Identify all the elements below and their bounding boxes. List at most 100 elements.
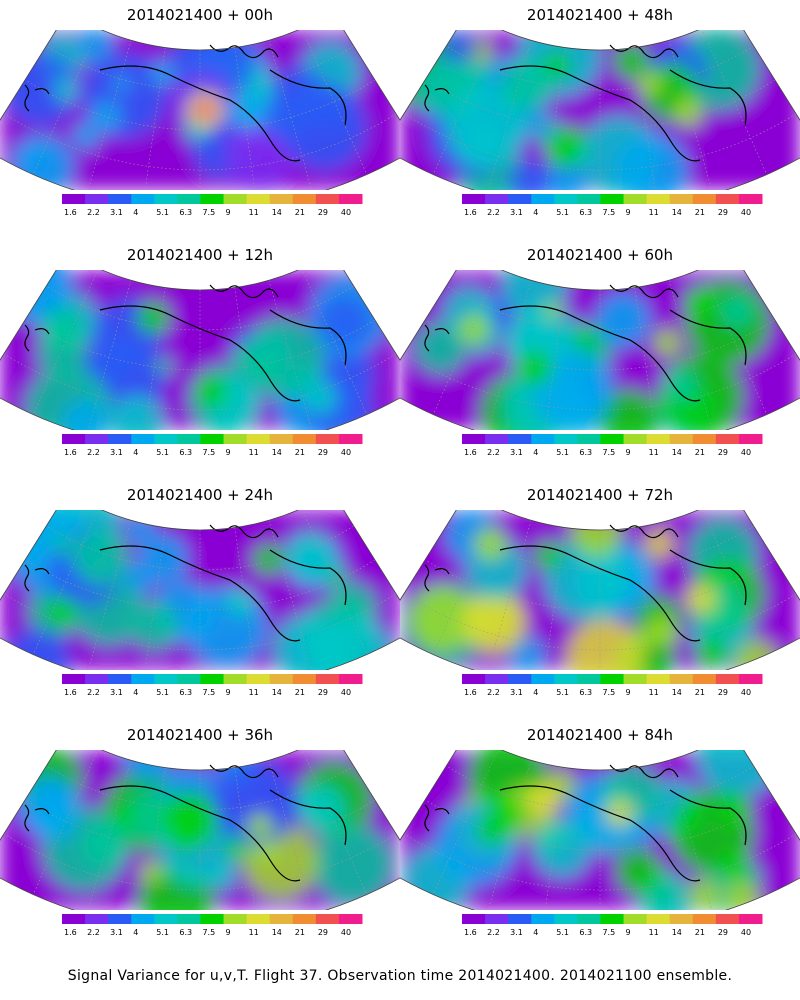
colorbar-label: 4 bbox=[133, 928, 138, 937]
colorbar-label: 3.1 bbox=[110, 688, 123, 697]
colorbar-label: 3.1 bbox=[110, 448, 123, 457]
colorbar-label: 11 bbox=[649, 208, 659, 217]
colorbar-label: 9 bbox=[626, 208, 631, 217]
colorbar-label: 9 bbox=[226, 208, 231, 217]
forecast-panel-12h: 2014021400 + 12h 1.6 2.2 3.1 4 5.1 6.3 7.5 9 11 14… bbox=[0, 240, 400, 480]
colorbar-label: 29 bbox=[718, 208, 728, 217]
colorbar-swatch bbox=[338, 914, 363, 924]
colorbar-label: 4 bbox=[533, 688, 538, 697]
colorbar-label: 5.1 bbox=[556, 208, 569, 217]
colorbar-swatch bbox=[669, 674, 694, 684]
colorbar-label: 7.5 bbox=[202, 688, 215, 697]
colorbar-label: 5.1 bbox=[156, 208, 169, 217]
colorbar-label: 4 bbox=[533, 928, 538, 937]
colorbar-swatch bbox=[692, 914, 717, 924]
panel-title: 2014021400 + 60h bbox=[526, 246, 674, 264]
colorbar-label: 21 bbox=[295, 688, 305, 697]
variance-map bbox=[0, 270, 400, 430]
colorbar-label: 9 bbox=[226, 928, 231, 937]
colorbar-swatch bbox=[62, 914, 86, 924]
colorbar-label: 21 bbox=[295, 448, 305, 457]
colorbar: 1.6 2.2 3.1 4 5.1 6.3 7.5 9 11 14 21 29 40 bbox=[462, 434, 763, 457]
variance-map bbox=[400, 270, 800, 430]
colorbar-label: 1.6 bbox=[64, 928, 77, 937]
variance-field bbox=[0, 30, 400, 190]
colorbar-swatch bbox=[531, 914, 555, 924]
colorbar-swatch bbox=[246, 194, 271, 204]
colorbar-swatch bbox=[338, 434, 363, 444]
colorbar-swatch bbox=[715, 434, 740, 444]
colorbar-swatch bbox=[531, 434, 555, 444]
colorbar-swatch bbox=[200, 194, 225, 204]
colorbar-label: 6.3 bbox=[179, 688, 192, 697]
colorbar-label: 2.2 bbox=[87, 208, 100, 217]
colorbar-label: 5.1 bbox=[556, 448, 569, 457]
colorbar-swatch bbox=[223, 674, 248, 684]
coastline bbox=[424, 524, 747, 642]
colorbar-label: 14 bbox=[672, 448, 682, 457]
colorbar-swatch bbox=[315, 194, 340, 204]
coastline bbox=[424, 44, 747, 162]
colorbar-swatch bbox=[223, 434, 248, 444]
colorbar-label: 9 bbox=[626, 448, 631, 457]
colorbar-swatch bbox=[485, 434, 509, 444]
colorbar-label: 2.2 bbox=[87, 688, 100, 697]
colorbar-swatch bbox=[85, 674, 109, 684]
panel-title: 2014021400 + 48h bbox=[526, 6, 674, 24]
colorbar-label: 11 bbox=[649, 928, 659, 937]
colorbar-swatch bbox=[131, 914, 155, 924]
colorbar-swatch bbox=[246, 674, 271, 684]
colorbar-swatch bbox=[292, 434, 317, 444]
colorbar-swatch bbox=[508, 434, 532, 444]
colorbar-label: 6.3 bbox=[579, 688, 592, 697]
colorbar-label: 7.5 bbox=[202, 448, 215, 457]
colorbar-label: 5.1 bbox=[556, 928, 569, 937]
colorbar-label: 14 bbox=[672, 688, 682, 697]
colorbar-swatch bbox=[315, 674, 340, 684]
colorbar-swatch bbox=[177, 914, 201, 924]
colorbar-label: 6.3 bbox=[579, 208, 592, 217]
colorbar-label: 9 bbox=[226, 448, 231, 457]
colorbar-label: 1.6 bbox=[64, 688, 77, 697]
colorbar-label: 1.6 bbox=[464, 688, 477, 697]
colorbar: 1.6 2.2 3.1 4 5.1 6.3 7.5 9 11 14 21 29 40 bbox=[462, 194, 763, 217]
colorbar-label: 3.1 bbox=[510, 928, 523, 937]
colorbar-label: 21 bbox=[695, 208, 705, 217]
colorbar-swatch bbox=[692, 194, 717, 204]
colorbar-label: 4 bbox=[533, 208, 538, 217]
colorbar-label: 40 bbox=[741, 928, 751, 937]
colorbar-label: 3.1 bbox=[110, 208, 123, 217]
colorbar-swatch bbox=[600, 434, 625, 444]
colorbar-label: 9 bbox=[626, 928, 631, 937]
colorbar-label: 11 bbox=[249, 688, 259, 697]
colorbar-swatch bbox=[246, 434, 271, 444]
colorbar-label: 3.1 bbox=[510, 448, 523, 457]
colorbar-swatch bbox=[577, 194, 601, 204]
colorbar-label: 4 bbox=[533, 448, 538, 457]
colorbar-label: 29 bbox=[318, 688, 328, 697]
colorbar-label: 6.3 bbox=[579, 448, 592, 457]
colorbar: 1.6 2.2 3.1 4 5.1 6.3 7.5 9 11 14 21 29 40 bbox=[62, 434, 363, 457]
colorbar-swatch bbox=[508, 674, 532, 684]
colorbar-swatch bbox=[462, 674, 486, 684]
colorbar-swatch bbox=[177, 674, 201, 684]
forecast-panel-00h: 2014021400 + 00h 1.6 2.2 3.1 4 5.1 6.3 7.5 9 11 14… bbox=[0, 0, 400, 240]
colorbar-swatch bbox=[623, 194, 648, 204]
colorbar-label: 1.6 bbox=[464, 928, 477, 937]
colorbar-swatch bbox=[715, 194, 740, 204]
colorbar-swatch bbox=[600, 194, 625, 204]
colorbar-swatch bbox=[62, 434, 86, 444]
colorbar-label: 6.3 bbox=[179, 208, 192, 217]
colorbar-label: 21 bbox=[695, 448, 705, 457]
colorbar-label: 7.5 bbox=[202, 208, 215, 217]
colorbar-label: 40 bbox=[741, 208, 751, 217]
colorbar-swatch bbox=[462, 914, 486, 924]
colorbar-label: 5.1 bbox=[156, 928, 169, 937]
colorbar-label: 14 bbox=[272, 208, 282, 217]
colorbar-swatch bbox=[577, 674, 601, 684]
colorbar-swatch bbox=[108, 914, 132, 924]
colorbar-label: 2.2 bbox=[87, 448, 100, 457]
panel-title: 2014021400 + 36h bbox=[126, 726, 274, 744]
colorbar-swatch bbox=[315, 434, 340, 444]
colorbar-swatch bbox=[577, 914, 601, 924]
